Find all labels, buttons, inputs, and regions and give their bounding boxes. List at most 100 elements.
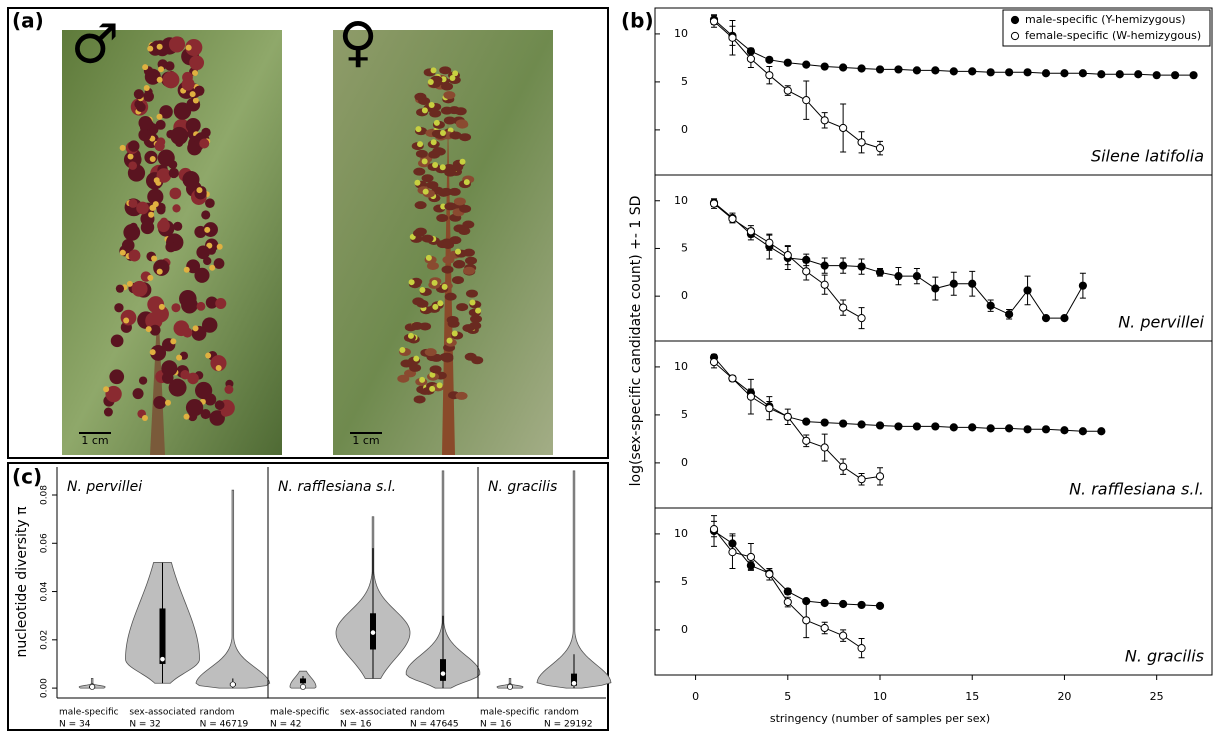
- anther: [158, 66, 164, 72]
- median: [300, 684, 305, 689]
- flower: [170, 188, 182, 200]
- point: [913, 273, 920, 280]
- point: [803, 617, 810, 624]
- flower: [416, 150, 428, 158]
- flower: [182, 328, 192, 338]
- flower: [414, 395, 426, 403]
- flower: [122, 239, 135, 252]
- point: [710, 200, 717, 207]
- flower: [444, 202, 456, 210]
- flower: [432, 147, 444, 155]
- stigma: [464, 179, 470, 185]
- anther: [196, 187, 202, 193]
- point: [895, 66, 902, 73]
- point: [1042, 315, 1049, 322]
- y-tick-label: 5: [681, 241, 688, 254]
- anther: [205, 353, 211, 359]
- n-label: N = 46719: [200, 720, 249, 730]
- point: [840, 124, 847, 131]
- point: [1006, 311, 1013, 318]
- anther: [120, 145, 126, 151]
- median: [571, 681, 576, 686]
- series-line: [714, 362, 880, 479]
- flower: [169, 168, 179, 178]
- flower: [441, 107, 453, 115]
- point: [747, 393, 754, 400]
- category-label: male-specific: [59, 708, 119, 718]
- flower: [449, 188, 461, 196]
- flower: [158, 150, 175, 167]
- x-tick-label: 10: [873, 690, 887, 703]
- stigma: [408, 333, 414, 339]
- point: [747, 553, 754, 560]
- anther: [217, 244, 223, 250]
- flower: [134, 89, 144, 99]
- panel-title: N. pervillei: [67, 479, 142, 495]
- point: [840, 463, 847, 470]
- point: [932, 67, 939, 74]
- stigma: [452, 331, 458, 337]
- point: [803, 268, 810, 275]
- y-tick-label: 0: [681, 289, 688, 302]
- flower: [111, 334, 124, 347]
- flower: [171, 303, 180, 312]
- flower: [104, 408, 113, 417]
- flower: [455, 107, 467, 115]
- flower: [462, 324, 474, 332]
- point: [1190, 72, 1197, 79]
- point: [876, 66, 883, 73]
- anther: [176, 355, 182, 361]
- point: [1061, 315, 1068, 322]
- anther: [147, 275, 153, 281]
- stigma: [442, 284, 448, 290]
- point: [766, 571, 773, 578]
- stigma: [432, 280, 438, 286]
- median: [507, 684, 512, 689]
- flower: [186, 399, 203, 416]
- stigma: [449, 75, 455, 81]
- point: [969, 68, 976, 75]
- flower: [172, 204, 180, 212]
- y-tick-label: 5: [681, 408, 688, 421]
- point: [784, 87, 791, 94]
- point: [821, 419, 828, 426]
- y-tick-label: 0.06: [40, 533, 50, 553]
- flower: [450, 131, 462, 139]
- flower: [181, 297, 198, 314]
- stigma: [423, 189, 429, 195]
- panel-title: N. rafflesiana s.l.: [1069, 480, 1204, 499]
- point: [1079, 282, 1086, 289]
- flower: [429, 110, 441, 118]
- flower: [415, 228, 427, 236]
- point: [858, 65, 865, 72]
- anther: [157, 269, 163, 275]
- stigma: [429, 102, 435, 108]
- point: [1024, 69, 1031, 76]
- flower: [197, 302, 206, 311]
- y-tick-label: 0: [681, 456, 688, 469]
- female-symbol: ♀: [338, 11, 378, 74]
- flower: [449, 236, 461, 244]
- flower: [456, 303, 468, 311]
- anther: [149, 205, 155, 211]
- point: [913, 423, 920, 430]
- point: [729, 34, 736, 41]
- flower: [170, 127, 188, 145]
- y-tick-label: 10: [674, 527, 688, 540]
- point: [1079, 428, 1086, 435]
- point: [950, 68, 957, 75]
- stigma: [419, 287, 425, 293]
- box: [300, 678, 306, 683]
- y-tick-label: 0.00: [40, 678, 50, 698]
- box: [440, 659, 446, 681]
- flower: [221, 408, 230, 417]
- anther: [147, 46, 153, 52]
- point: [803, 437, 810, 444]
- flower: [136, 102, 146, 112]
- point: [1024, 426, 1031, 433]
- stigma: [447, 338, 453, 344]
- anther: [127, 281, 133, 287]
- point: [858, 315, 865, 322]
- point: [710, 359, 717, 366]
- flower: [157, 219, 170, 232]
